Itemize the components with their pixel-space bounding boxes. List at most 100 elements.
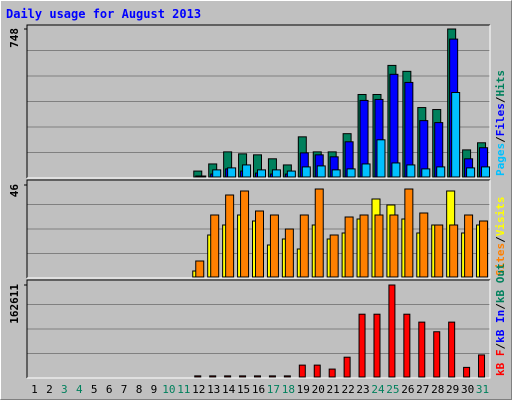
- x-tick-label: 1: [31, 383, 38, 396]
- x-tick-label: 17: [267, 383, 280, 396]
- legend: Sites/Visits: [494, 197, 507, 277]
- legend-entry: Sites: [494, 243, 507, 276]
- panel-bevel: [26, 24, 490, 178]
- bar: [404, 81, 414, 178]
- bar: [478, 354, 486, 378]
- bar: [448, 321, 456, 378]
- legend-entry: Visits: [494, 197, 507, 237]
- x-tick-label: 29: [446, 383, 459, 396]
- bar: [466, 167, 476, 178]
- x-tick-label: 31: [476, 383, 489, 396]
- panel-bevel: [26, 179, 490, 278]
- bar: [224, 375, 232, 378]
- bar: [374, 214, 384, 278]
- bar: [284, 228, 294, 278]
- bar: [316, 165, 326, 178]
- x-tick-label: 15: [237, 383, 250, 396]
- bar: [286, 170, 296, 178]
- panel-bevel: [27, 280, 491, 379]
- bar: [376, 139, 386, 178]
- bar: [343, 356, 351, 378]
- legend-separator: /: [494, 303, 507, 310]
- x-tick-label: 6: [106, 383, 113, 396]
- y-max-label: 162611: [8, 284, 21, 324]
- x-tick-label: 28: [431, 383, 444, 396]
- bar: [403, 313, 411, 378]
- legend-entry: kB Out: [494, 263, 507, 303]
- bar: [389, 214, 399, 278]
- bar: [283, 375, 291, 378]
- x-tick-label: 18: [282, 383, 295, 396]
- bar: [209, 375, 217, 378]
- x-tick-label: 21: [327, 383, 340, 396]
- legend-entry: kB In: [494, 310, 507, 343]
- x-tick-label: 4: [76, 383, 83, 396]
- x-tick-label: 12: [192, 383, 205, 396]
- bar: [406, 164, 416, 178]
- legend-entry: Pages: [494, 143, 507, 176]
- bar: [419, 212, 429, 278]
- bar: [434, 224, 444, 278]
- bar: [359, 214, 369, 278]
- bar: [389, 73, 399, 178]
- bar: [225, 194, 235, 278]
- x-tick-label: 3: [61, 383, 68, 396]
- bar: [436, 166, 446, 178]
- bar: [421, 168, 431, 178]
- bar: [255, 210, 264, 278]
- bar: [197, 175, 207, 178]
- bar: [449, 224, 459, 278]
- x-tick-label: 30: [461, 383, 474, 396]
- bar: [313, 364, 321, 378]
- bar: [329, 234, 339, 278]
- bar: [373, 313, 381, 378]
- bar: [331, 169, 341, 178]
- legend: Pages/Files/Hits: [494, 70, 507, 176]
- bar: [271, 169, 281, 178]
- x-tick-label: 24: [371, 383, 385, 396]
- bar: [195, 260, 205, 278]
- bar: [464, 214, 474, 278]
- x-tick-label: 8: [136, 383, 143, 396]
- legend-separator: /: [494, 96, 507, 103]
- legend-separator: /: [494, 236, 507, 243]
- bar: [481, 166, 491, 178]
- x-tick-label: 11: [177, 383, 190, 396]
- bar: [328, 368, 336, 378]
- x-tick-label: 7: [121, 383, 128, 396]
- bar: [298, 364, 306, 378]
- y-max-label: 46: [8, 184, 21, 198]
- x-tick-label: 22: [341, 383, 354, 396]
- bar: [268, 375, 276, 378]
- x-tick-label: 10: [162, 383, 175, 396]
- legend: kB F/kB In/kB Out: [494, 263, 507, 376]
- bar: [227, 167, 237, 178]
- bar: [391, 162, 401, 178]
- x-tick-label: 20: [312, 383, 325, 396]
- bar: [269, 214, 279, 278]
- bar: [299, 214, 309, 278]
- legend-separator: /: [494, 136, 507, 143]
- panel-bevel: [26, 279, 490, 378]
- x-tick-label: 9: [151, 383, 158, 396]
- bar: [194, 375, 202, 378]
- bar: [210, 214, 220, 278]
- x-tick-label: 19: [297, 383, 310, 396]
- x-tick-label: 26: [401, 383, 414, 396]
- bar: [239, 375, 247, 378]
- legend-entry: kB F: [494, 350, 507, 377]
- x-tick-label: 14: [222, 383, 236, 396]
- y-max-label: 748: [8, 28, 21, 48]
- bar: [479, 220, 489, 278]
- bar: [212, 169, 222, 178]
- bar: [404, 188, 414, 278]
- bar: [358, 313, 366, 378]
- x-tick-label: 27: [416, 383, 429, 396]
- x-tick-label: 23: [356, 383, 369, 396]
- bar: [463, 366, 471, 378]
- x-tick-label: 16: [252, 383, 265, 396]
- x-tick-label: 25: [386, 383, 399, 396]
